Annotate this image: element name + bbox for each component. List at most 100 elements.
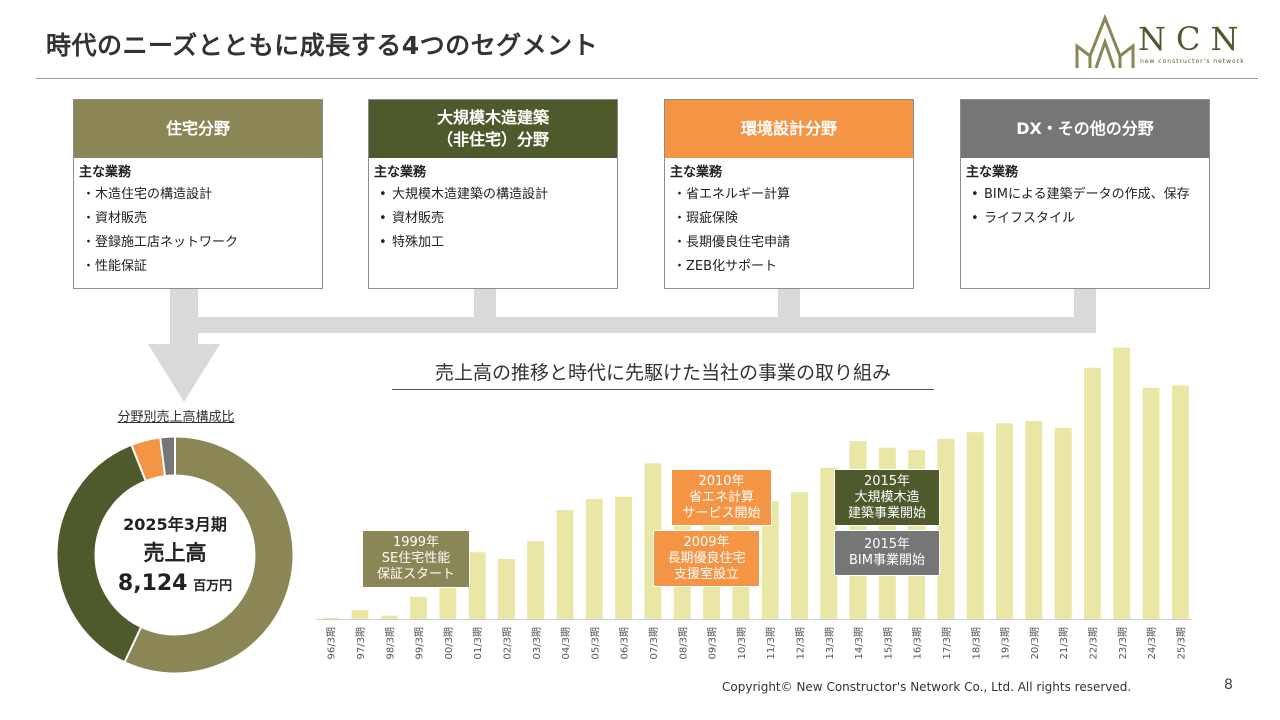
connector-stem-large-wood (474, 289, 496, 321)
callout-line: 保証スタート (376, 567, 455, 582)
x-tick-label: 23/3期 (1117, 627, 1129, 659)
x-tick-label: 09/3期 (707, 627, 719, 659)
x-tick-label: 18/3期 (970, 627, 982, 659)
x-tick-label: 15/3期 (882, 627, 894, 659)
segment-dx: DX・その他の分野 主な業務 BIMによる建築データの作成、保存ライフスタイル (960, 99, 1210, 289)
donut-slice-separator (159, 438, 166, 476)
segment-item: 資材販売 (374, 210, 612, 227)
callout-2015-large-wood: 2015年 大規模木造 建築事業開始 (834, 469, 940, 526)
sales-bar (790, 492, 808, 619)
donut-unit: 百万円 (193, 579, 233, 594)
x-tick-label: 03/3期 (531, 627, 543, 659)
x-tick-label: 01/3期 (472, 627, 484, 659)
segment-title: 環境設計分野 (665, 100, 913, 158)
x-tick-label: 13/3期 (824, 627, 836, 659)
callout-2009: 2009年 長期優良住宅 支援室設立 (653, 530, 760, 587)
sales-bar (937, 438, 955, 619)
x-tick-label: 24/3期 (1146, 627, 1158, 659)
segment-item: ・瑕疵保険 (673, 211, 739, 226)
sales-bar (556, 510, 574, 619)
x-tick-label: 97/3期 (355, 627, 367, 659)
sales-bar (1054, 427, 1072, 619)
segment-item: ・資材販売 (82, 211, 148, 226)
sales-bar (966, 432, 984, 619)
sales-bar (497, 558, 515, 619)
segment-label: 主な業務 (966, 165, 1019, 180)
donut-caption: 分野別売上高構成比 (117, 410, 235, 425)
x-tick-label: 98/3期 (384, 627, 396, 659)
sales-bar (439, 578, 457, 619)
sales-bar (351, 610, 369, 619)
x-tick-label: 05/3期 (589, 627, 601, 659)
segment-item: ライフスタイル (966, 210, 1204, 227)
donut-slice (57, 437, 293, 673)
callout-line: 2009年 (683, 534, 730, 550)
sales-composition-donut: 2025年3月期 売上高 8,124 百万円 (55, 435, 295, 675)
donut-slice-separator (124, 627, 142, 662)
sales-bar (527, 541, 545, 619)
segment-item: 大規模木造建築の構造設計 (374, 186, 612, 203)
callout-line: 建築事業開始 (847, 505, 926, 521)
logo-mark-icon (1075, 13, 1135, 69)
callout-2010: 2010年 省エネ計算 サービス開始 (671, 469, 772, 526)
connector-stem-environment (778, 289, 800, 321)
x-tick-label: 22/3期 (1087, 627, 1099, 659)
x-tick-label: 99/3期 (414, 627, 426, 659)
connector-bar (170, 317, 1096, 333)
callout-line: 2010年 (698, 473, 745, 489)
x-tick-label: 14/3期 (853, 627, 865, 659)
copyright: Copyright© New Constructor's Network Co.… (722, 680, 1132, 694)
sales-bar (1142, 387, 1160, 619)
segment-large-wood: 大規模木造建築 （非住宅）分野 主な業務 大規模木造建築の構造設計資材販売特殊加… (368, 99, 618, 289)
callout-line: サービス開始 (682, 505, 761, 521)
timeline-title: 売上高の推移と時代に先駆けた当社の事業の取り組み (434, 362, 891, 384)
sales-bar (1025, 421, 1043, 619)
segment-housing: 住宅分野 主な業務 ・木造住宅の構造設計 ・資材販売 ・登録施工店ネットワーク ・性能… (73, 99, 323, 289)
segment-item: BIMによる建築データの作成、保存 (966, 186, 1204, 203)
callout-line: 2015年 (863, 473, 911, 489)
x-tick-label: 16/3期 (912, 627, 924, 659)
callout-2015-bim: 2015年 BIM事業開始 (834, 530, 940, 576)
donut-value: 8,124 (117, 571, 188, 596)
sales-bar (615, 496, 633, 619)
x-tick-label: 10/3期 (736, 627, 748, 659)
segment-item: ・長期優良住宅申請 (673, 235, 791, 250)
donut-slice-separator (130, 445, 147, 481)
segment-item: ・登録施工店ネットワーク (82, 235, 239, 250)
logo-tagline: new constructor's network (1140, 58, 1245, 65)
callout-1999: 1999年 SE住宅性能 保証スタート (362, 530, 470, 588)
callout-line: 長期優良住宅 (667, 550, 746, 566)
ncn-logo: NCN new constructor's network (1074, 12, 1254, 72)
sales-bar (410, 596, 428, 619)
sales-bar (380, 615, 398, 619)
x-tick-label: 17/3期 (941, 627, 953, 659)
callout-line: BIM事業開始 (849, 553, 925, 568)
x-tick-label: 21/3期 (1058, 627, 1070, 659)
page-title: 時代のニーズとともに成長する4つのセグメント (46, 31, 599, 60)
donut-period: 2025年3月期 (123, 515, 227, 534)
segment-label: 主な業務 (670, 165, 723, 180)
segment-label: 主な業務 (374, 165, 427, 180)
x-tick-label: 20/3期 (1029, 627, 1041, 659)
sales-bar (820, 467, 838, 619)
callout-line: 1999年 (392, 535, 440, 550)
x-tick-label: 02/3期 (501, 627, 513, 659)
timeline-title-underline (392, 389, 934, 390)
x-tick-label: 19/3期 (1000, 627, 1012, 659)
segment-title: 大規模木造建築 （非住宅）分野 (369, 100, 617, 158)
sales-bar (761, 501, 779, 619)
segment-item: ・木造住宅の構造設計 (82, 187, 213, 202)
sales-bar (1113, 347, 1131, 619)
sales-bar (322, 617, 340, 619)
callout-line: 大規模木造 (854, 489, 920, 505)
segment-environment: 環境設計分野 主な業務 ・省エネルギー計算 ・瑕疵保険・長期優良住宅申請 ・ZEB化… (664, 99, 914, 289)
segment-label: 主な業務 (79, 165, 132, 180)
down-arrow-icon (148, 344, 220, 402)
sales-bar (1083, 367, 1101, 619)
sales-bar (585, 498, 603, 619)
callout-line: 支援室設立 (673, 566, 739, 582)
segment-title: DX・その他の分野 (961, 100, 1209, 158)
x-tick-label: 04/3期 (560, 627, 572, 659)
segment-item: ・省エネルギー計算 (673, 187, 791, 202)
segment-item: ・ZEB化サポート (673, 259, 778, 274)
